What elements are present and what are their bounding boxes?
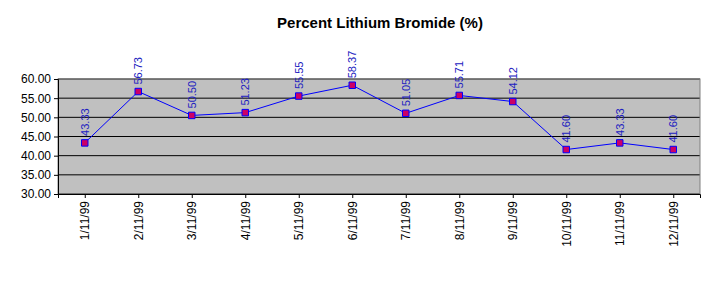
y-tick: 40.00 [21, 149, 58, 163]
y-tick-mark [54, 156, 58, 157]
y-tick-mark [54, 137, 58, 138]
data-label: 43.33 [79, 108, 91, 136]
y-tick: 30.00 [21, 187, 58, 201]
x-tick: 11/11/99 [613, 194, 627, 246]
x-tick-label: 10/11/99 [560, 201, 574, 247]
x-tick-label: 8/11/99 [453, 201, 467, 240]
x-tick-label: 5/11/99 [292, 201, 306, 240]
marker [189, 112, 195, 118]
x-tick-label: 12/11/99 [667, 201, 681, 247]
y-tick-label: 35.00 [21, 168, 51, 182]
y-tick-label: 45.00 [21, 130, 51, 144]
x-tick: 8/11/99 [453, 194, 467, 240]
data-labels: 43.33 56.73 50.50 51.23 55.55 58.37 51.05 55.71… [79, 51, 680, 143]
series-line [85, 85, 674, 149]
marker [403, 110, 409, 116]
x-tick-mark [245, 194, 246, 198]
y-axis-line [54, 80, 59, 195]
marker [456, 92, 462, 98]
data-label: 50.50 [186, 81, 198, 109]
marker [296, 93, 302, 99]
x-axis: 1/11/99 2/11/99 3/11/99 4/11/99 5/11/99 6/11/… [59, 194, 701, 247]
data-label: 55.55 [293, 62, 305, 90]
x-tick-mark [459, 194, 460, 198]
marker [617, 140, 623, 146]
data-label: 56.73 [132, 57, 144, 85]
x-tick: 9/11/99 [506, 194, 520, 240]
x-tick-label: 7/11/99 [399, 201, 413, 240]
x-tick-mark [406, 194, 407, 198]
x-tick: 1/11/99 [78, 194, 92, 240]
x-tick-label: 3/11/99 [185, 201, 199, 240]
marker [242, 109, 248, 115]
y-tick: 60.00 [21, 72, 58, 86]
x-tick-label: 11/11/99 [613, 201, 627, 246]
x-tick-label: 6/11/99 [346, 201, 360, 240]
x-tick-label: 4/11/99 [239, 201, 253, 240]
x-tick-label: 9/11/99 [506, 201, 520, 240]
marker [82, 140, 88, 146]
x-tick: 10/11/99 [560, 194, 574, 247]
marker [349, 82, 355, 88]
x-tick-mark [138, 194, 139, 198]
x-tick: 12/11/99 [667, 194, 681, 247]
series-group [82, 82, 677, 153]
x-tick-mark [352, 194, 353, 198]
data-label: 41.60 [560, 115, 572, 143]
marker [510, 98, 516, 104]
x-tick-mark [620, 194, 621, 198]
x-tick: 6/11/99 [346, 194, 360, 240]
chart-svg: Percent Lithium Bromide (%) 30.00 35.00 40.… [0, 0, 708, 288]
marker [135, 88, 141, 94]
x-tick: 2/11/99 [132, 194, 146, 240]
y-tick: 45.00 [21, 130, 58, 144]
grid [58, 79, 700, 194]
data-label: 51.23 [239, 78, 251, 106]
y-tick-label: 50.00 [21, 111, 51, 125]
data-label: 54.12 [507, 67, 519, 95]
data-label: 43.33 [614, 108, 626, 136]
x-tick: 3/11/99 [185, 194, 199, 240]
x-axis-line [59, 195, 701, 199]
grid-line [58, 136, 700, 137]
y-tick: 35.00 [21, 168, 58, 182]
x-tick: 4/11/99 [239, 194, 253, 240]
x-tick: 5/11/99 [292, 194, 306, 240]
x-tick-mark [566, 194, 567, 198]
plot-background [58, 79, 700, 194]
y-tick-mark [54, 117, 58, 118]
x-tick-label: 2/11/99 [132, 201, 146, 240]
data-label: 51.05 [400, 79, 412, 107]
y-tick: 50.00 [21, 111, 58, 125]
chart-container: Percent Lithium Bromide (%) 30.00 35.00 40.… [0, 0, 708, 288]
y-tick-label: 60.00 [21, 72, 51, 86]
y-tick-mark [54, 194, 58, 195]
x-tick-mark [299, 194, 300, 198]
plot-frame [58, 79, 700, 194]
x-tick-mark [85, 194, 86, 198]
grid-line [58, 155, 700, 156]
y-tick-mark [54, 98, 58, 99]
x-tick-label: 1/11/99 [78, 201, 92, 240]
data-label: 41.60 [667, 115, 679, 143]
marker [670, 146, 676, 152]
x-tick: 7/11/99 [399, 194, 413, 240]
data-label: 58.37 [346, 51, 358, 79]
y-tick: 55.00 [21, 92, 58, 106]
x-tick-mark [192, 194, 193, 198]
x-tick-mark [513, 194, 514, 198]
y-tick-label: 55.00 [21, 92, 51, 106]
y-tick-mark [54, 79, 58, 80]
marker [563, 146, 569, 152]
data-label: 55.71 [453, 61, 465, 89]
x-tick-mark [673, 194, 674, 198]
grid-line [58, 174, 700, 175]
grid-line [58, 117, 700, 118]
y-tick-mark [54, 175, 58, 176]
y-tick-label: 30.00 [21, 187, 51, 201]
chart-title: Percent Lithium Bromide (%) [277, 14, 483, 31]
y-axis: 30.00 35.00 40.00 45.00 50.00 55.00 60.00 [21, 72, 59, 201]
y-tick-label: 40.00 [21, 149, 51, 163]
